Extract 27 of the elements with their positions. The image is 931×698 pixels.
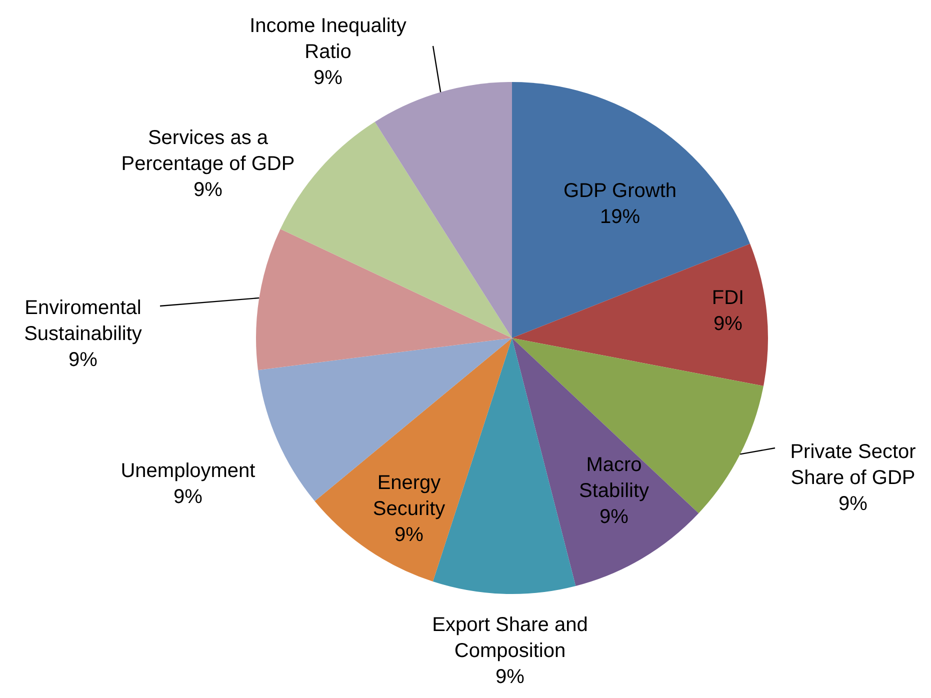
pie-slice — [256, 229, 512, 370]
slice-label: Income Inequality Ratio — [250, 15, 406, 63]
data-label: 9% — [314, 67, 343, 89]
slice-label: FDI — [712, 287, 744, 309]
data-label: 9% — [68, 349, 98, 371]
slice-label: Enviromental Sustainability — [24, 297, 142, 345]
data-label: 19% — [600, 206, 640, 228]
slice-label: Export Share and Composition — [432, 614, 588, 662]
pie-slice — [512, 244, 768, 386]
data-label: 9% — [194, 179, 223, 201]
pie-slice — [374, 82, 512, 338]
data-label: 9% — [496, 666, 525, 688]
data-label: 9% — [600, 506, 629, 528]
pie-slice — [512, 82, 750, 338]
pie-slice — [258, 338, 512, 502]
data-label: 9% — [174, 486, 203, 508]
pie-slice — [314, 338, 512, 582]
slice-label: Private Sector Share of GDP — [790, 441, 916, 489]
slice-label: Macro Stability — [578, 454, 650, 502]
data-label: 9% — [394, 524, 424, 546]
slice-label: GDP Growth — [564, 180, 676, 202]
data-label: 9% — [838, 493, 868, 515]
slice-label: Energy Security — [372, 472, 446, 520]
slice-label: Services as a Percentage of GDP — [121, 127, 295, 175]
pie-slice — [512, 338, 699, 586]
data-label: 9% — [714, 313, 743, 335]
slice-label: Unemployment — [120, 460, 256, 482]
